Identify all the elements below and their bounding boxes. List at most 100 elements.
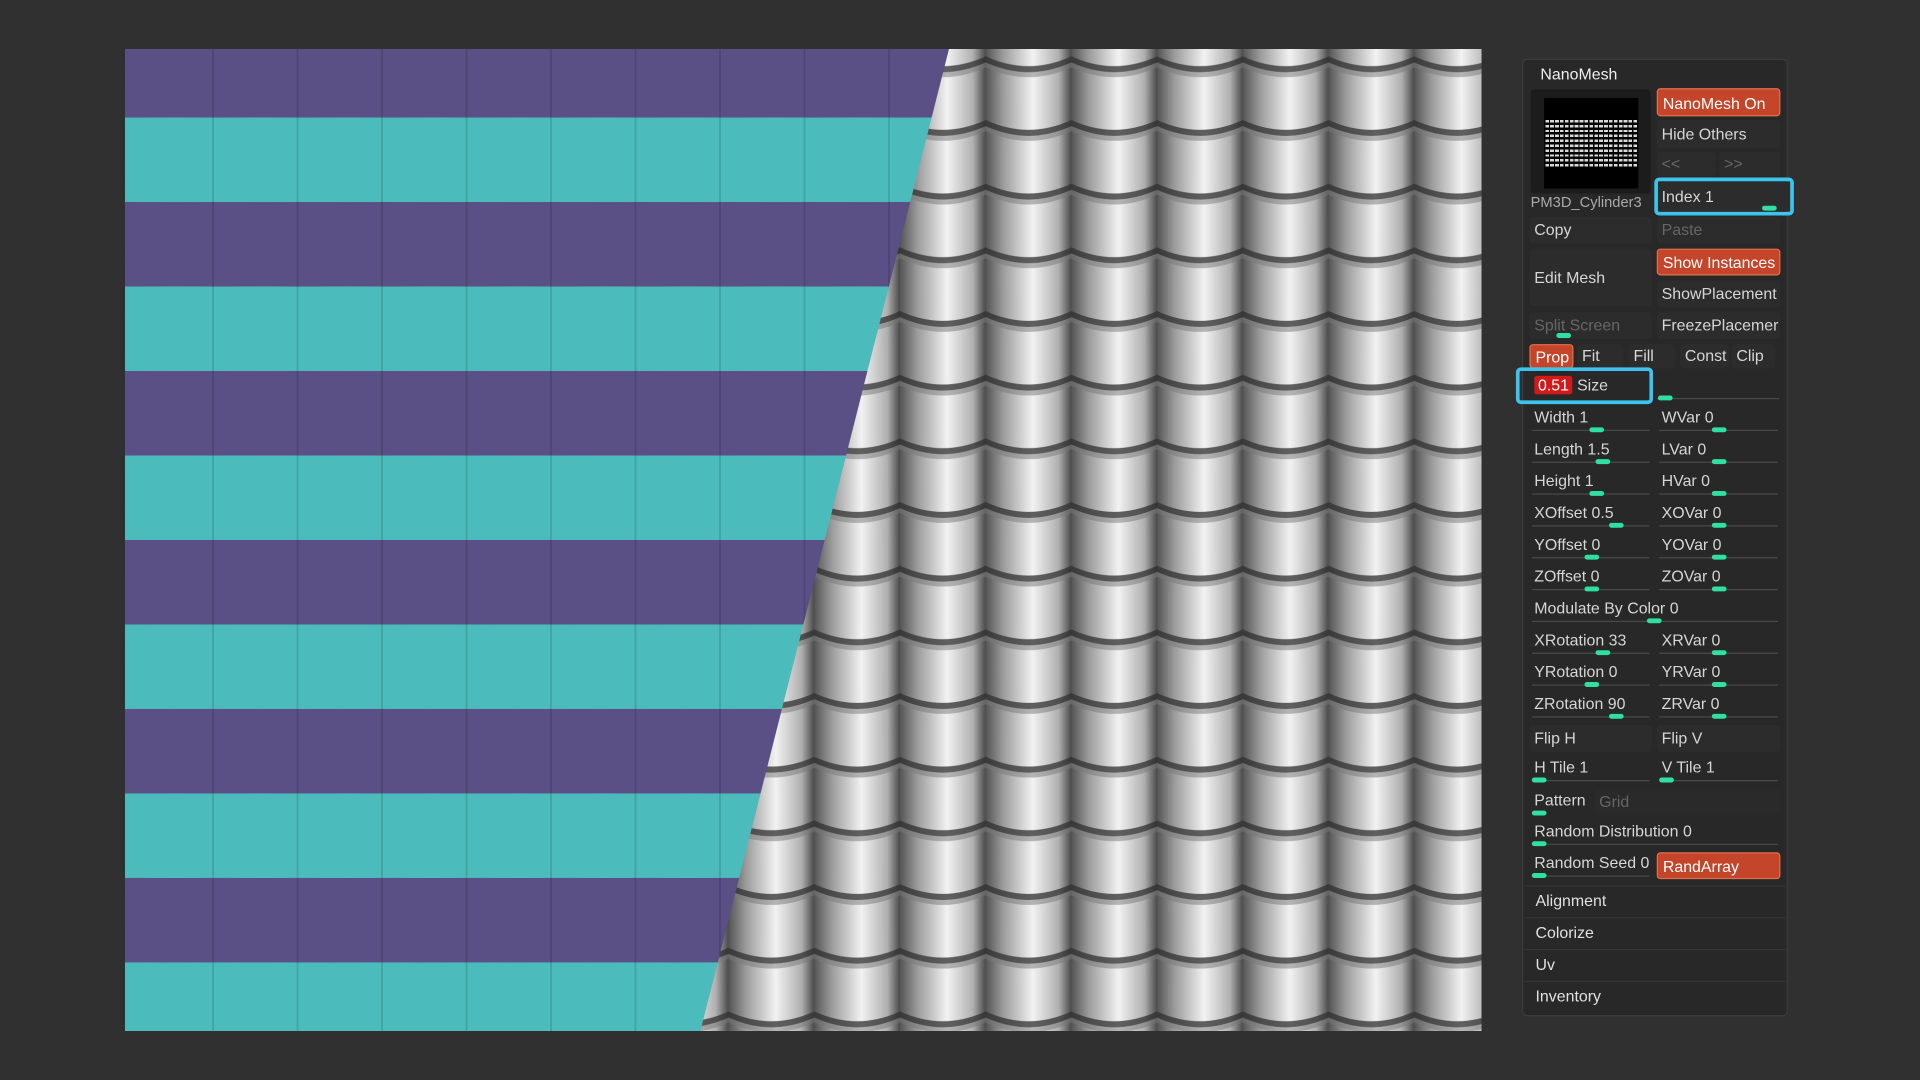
stripe [124, 202, 949, 287]
slider[interactable]: Modulate By Color 0 [1529, 598, 1780, 620]
slider-label: YOVar [1661, 535, 1709, 554]
section-header[interactable]: Colorize [1524, 917, 1786, 946]
slider[interactable]: HVar 0 [1657, 470, 1781, 492]
slider-knob [1589, 491, 1605, 496]
slider-value: 1 [1705, 757, 1715, 777]
section-header[interactable]: Inventory [1524, 980, 1786, 1010]
section-header[interactable]: Uv [1524, 948, 1786, 978]
slider-track [1531, 716, 1650, 718]
slider[interactable]: ZOVar 0 [1657, 566, 1781, 588]
slider[interactable]: YRVar 0 [1657, 661, 1781, 683]
button[interactable]: Fit [1577, 344, 1624, 369]
slider[interactable]: YOVar 0 [1657, 534, 1781, 556]
slider[interactable]: Height 1 [1529, 470, 1651, 492]
slider-knob [1711, 650, 1727, 656]
slider-label: Random Seed [1534, 853, 1637, 872]
slider-knob [1711, 427, 1727, 433]
button[interactable]: Const [1680, 344, 1729, 369]
slider-knob [1711, 554, 1727, 560]
slider[interactable]: Length 1.5 [1529, 438, 1651, 460]
slider-knob [1595, 459, 1611, 465]
button[interactable]: >> [1719, 151, 1781, 177]
stripe [124, 371, 949, 456]
button[interactable]: Prop [1529, 344, 1574, 369]
slider[interactable]: LVar 0 [1657, 438, 1781, 460]
pattern-knob [1531, 810, 1547, 816]
slider-value: 0 [1608, 662, 1618, 681]
button[interactable]: Split Screen [1529, 312, 1652, 340]
index-highlight [1654, 177, 1794, 216]
slider-label: WVar [1661, 407, 1701, 427]
slider-label: H Tile [1534, 757, 1575, 777]
button[interactable]: Fill [1628, 344, 1676, 369]
slider[interactable]: Random Seed 0 [1529, 852, 1651, 874]
size-value: 0.51 [1534, 375, 1573, 394]
slider[interactable]: Width 1 [1529, 407, 1651, 429]
button[interactable]: Edit Mesh [1529, 248, 1652, 307]
button[interactable]: Hide Others [1656, 120, 1781, 149]
panel-title: NanoMesh [1540, 64, 1618, 84]
button[interactable]: Show Instances [1656, 248, 1781, 276]
section-header[interactable]: Alignment [1524, 885, 1786, 914]
slider[interactable]: WVar 0 [1657, 407, 1781, 429]
slider-knob [1659, 777, 1674, 783]
pattern-label: Pattern [1534, 791, 1586, 810]
slider[interactable]: YRotation 0 [1529, 661, 1651, 683]
slider[interactable]: XOVar 0 [1657, 502, 1781, 524]
button[interactable]: Copy [1529, 216, 1652, 244]
slider-knob [1595, 650, 1611, 656]
slider[interactable]: ZRotation 90 [1529, 693, 1651, 715]
thumbnail-grid [1545, 120, 1639, 167]
slider[interactable]: XOffset 0.5 [1529, 502, 1651, 524]
button[interactable]: RandArray [1656, 852, 1781, 880]
slider-knob [1608, 713, 1624, 719]
slider-value: 0 [1712, 535, 1722, 554]
slider[interactable]: XRotation 33 [1529, 629, 1651, 651]
slider-label: YRVar [1661, 662, 1708, 681]
button[interactable]: Paste [1656, 216, 1781, 244]
slider-label: YOffset [1534, 535, 1588, 554]
button[interactable]: << [1656, 151, 1716, 177]
slider[interactable]: V Tile 1 [1657, 757, 1781, 779]
slider-knob [1531, 841, 1547, 847]
button[interactable]: ShowPlacement [1656, 280, 1781, 308]
slider-value: 0 [1711, 566, 1721, 586]
button[interactable]: Clip [1731, 344, 1776, 369]
size-slider[interactable]: 0.51 Size [1529, 373, 1651, 397]
slider-knob [1711, 522, 1727, 528]
size-highlight [1515, 367, 1654, 405]
slider-label: Height [1534, 471, 1581, 490]
slider-label: HVar [1661, 471, 1697, 490]
slider-track [1659, 780, 1778, 782]
slider[interactable]: ZOffset 0 [1529, 566, 1651, 588]
thumbnail-label: PM3D_Cylinder3 [1530, 193, 1642, 211]
slider-value: 90 [1607, 694, 1626, 713]
button[interactable]: Flip V [1656, 724, 1781, 752]
slider-value: 1.5 [1587, 439, 1610, 458]
button[interactable]: Flip H [1529, 724, 1652, 752]
slider[interactable]: XRVar 0 [1657, 629, 1781, 651]
slider-value: 0 [1711, 662, 1721, 681]
slider-knob [1589, 427, 1605, 433]
slider-knob [1531, 873, 1547, 878]
slider-label: YRotation [1534, 662, 1605, 681]
slider[interactable]: YOffset 0 [1529, 534, 1651, 556]
slider-label: XOVar [1661, 503, 1709, 522]
slider-value: 1 [1579, 757, 1589, 777]
button[interactable]: FreezePlacemer [1656, 312, 1781, 340]
slider-value: 0 [1697, 439, 1707, 458]
slider-value: 33 [1608, 630, 1627, 649]
slider-value: 0 [1591, 535, 1601, 554]
pattern-dropdown[interactable]: Grid [1594, 789, 1781, 815]
slider[interactable]: ZRVar 0 [1657, 693, 1781, 715]
stripe [124, 117, 949, 203]
button[interactable]: NanoMesh On [1656, 88, 1781, 117]
slider-value: 0 [1710, 694, 1720, 713]
slider-track [1531, 461, 1650, 463]
slider[interactable]: Random Distribution 0 [1529, 820, 1780, 842]
slider[interactable]: H Tile 1 [1529, 757, 1651, 779]
split-screen-knob [1556, 333, 1572, 338]
slider-value: 0 [1669, 598, 1679, 618]
slider-value: 0 [1704, 407, 1714, 427]
slider-label: Random Distribution [1534, 821, 1679, 841]
